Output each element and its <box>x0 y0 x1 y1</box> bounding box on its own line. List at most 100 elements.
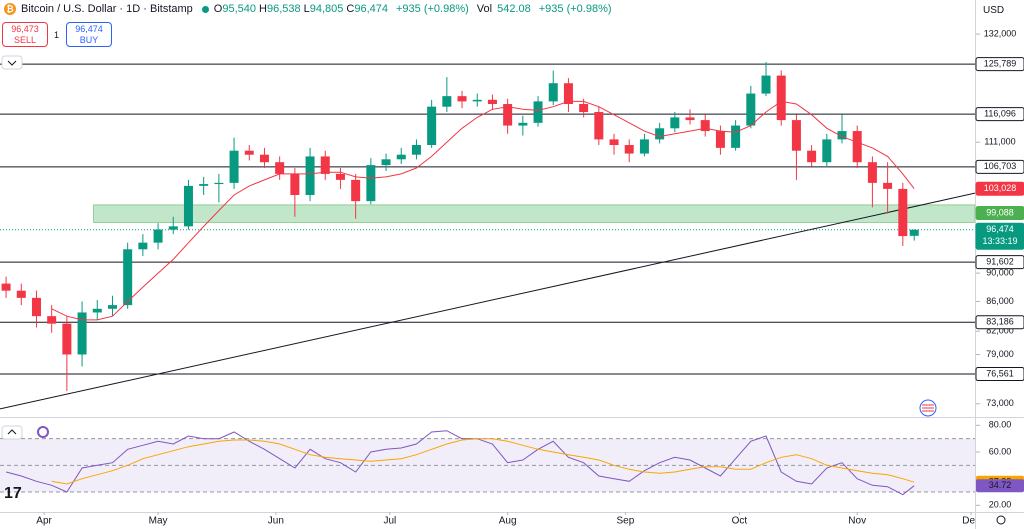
candle-body <box>199 184 209 186</box>
y-tick-label: 82,000 <box>986 326 1014 336</box>
candle-body <box>457 96 467 102</box>
price-axis: 132,000 111,000 90,000 86,000 82,000 79,000 73… <box>975 28 1024 510</box>
sell-button[interactable]: 96,473 SELL <box>2 22 48 47</box>
candle-body <box>381 159 391 166</box>
price-badge-label: 83,186 <box>986 317 1014 327</box>
rsi-badge-label: 34.72 <box>989 480 1012 490</box>
price-badge-label: 103,028 <box>984 183 1017 193</box>
market-status <box>201 5 209 13</box>
candle-body <box>320 156 330 174</box>
x-tick-label: Aug <box>499 516 517 527</box>
x-tick-label: Jun <box>268 516 284 527</box>
settings-icon[interactable] <box>996 515 1006 525</box>
y-tick-label: 111,000 <box>984 137 1015 147</box>
flag-stripes <box>922 404 934 412</box>
price-badge <box>975 159 1024 174</box>
candle-body <box>335 173 345 180</box>
ohlc-value: 94,805 <box>309 3 344 15</box>
ohlc-key: L <box>303 3 310 15</box>
tv-logo: 17 <box>4 485 22 502</box>
ohlc-readout: O95,540 H96,538 L94,805 C96,474 <box>214 3 391 15</box>
change: +935 (+0.98%) <box>396 3 469 15</box>
candle-body <box>62 323 72 355</box>
candle-body <box>624 145 634 154</box>
candle-body <box>548 83 558 102</box>
candle-body <box>31 297 41 317</box>
price-badge <box>975 107 1024 122</box>
price-badge-label: 91,602 <box>986 256 1014 266</box>
price-badge <box>975 367 1024 382</box>
ohlc-key: O <box>213 3 223 15</box>
rsi-tick-label: 60.00 <box>989 446 1012 456</box>
candle-body <box>715 131 725 148</box>
x-tick-label: May <box>149 516 168 527</box>
chevron-icon <box>7 60 17 66</box>
y-tick-label: 132,000 <box>984 28 1017 38</box>
buy-price: 96,474 <box>75 24 103 34</box>
candle-body <box>183 185 193 227</box>
price-badge <box>975 255 1024 270</box>
ohlc-key: H <box>259 3 267 15</box>
buy-button[interactable]: 96,474 BUY <box>66 22 112 47</box>
sell-label: SELL <box>13 35 37 45</box>
volume: 542.08 <box>497 3 531 15</box>
price-badge-label: 106,703 <box>984 161 1017 171</box>
candle-body <box>685 117 695 121</box>
rsi-settings-icon[interactable] <box>37 426 49 438</box>
candle-body <box>138 242 148 250</box>
rsi-badge <box>976 479 1024 493</box>
candle-body <box>898 188 908 237</box>
volume-key: Vol <box>476 3 493 15</box>
spread: 1 <box>54 30 60 40</box>
ohlc-value: 96,538 <box>266 3 301 15</box>
support-zone <box>92 204 975 224</box>
candle-body <box>259 154 269 163</box>
candle-body <box>92 308 102 313</box>
candle-body <box>427 106 437 146</box>
price-badge-label: 116,096 <box>984 109 1016 119</box>
candle-body <box>837 131 847 140</box>
chevron-icon <box>7 429 17 435</box>
candle-body <box>305 156 315 195</box>
candle-body <box>639 139 649 154</box>
ohlc-value: 95,540 <box>222 3 256 15</box>
candle-body <box>670 117 680 129</box>
price-badge <box>975 315 1024 330</box>
coin-icon: ₿ <box>4 3 16 15</box>
candle-body <box>909 229 919 236</box>
rsi-collapse-button[interactable] <box>1 425 23 440</box>
buy-label: BUY <box>79 35 99 45</box>
price-badge-label: 99,088 <box>986 207 1014 217</box>
candle-body <box>168 226 178 230</box>
y-tick-label: 73,000 <box>986 398 1014 408</box>
rsi-line <box>51 438 915 485</box>
candle-body <box>366 165 376 202</box>
volume-change: +935 (+0.98%) <box>538 3 612 15</box>
candle-body <box>123 249 133 306</box>
price-badge <box>975 222 1024 250</box>
price-badge-label: 96,474 <box>986 224 1014 234</box>
candle-body <box>563 83 573 105</box>
candle-body <box>47 316 57 324</box>
candle-body <box>487 99 497 105</box>
price-badge <box>975 206 1024 221</box>
symbol-header: ₿ Bitcoin / U.S. Dollar · 1D · Bitstamp … <box>4 3 615 15</box>
candle-body <box>472 99 482 102</box>
ohlc-value: 96,474 <box>354 3 388 15</box>
candle-body <box>442 96 452 107</box>
candle-body <box>883 182 893 189</box>
x-tick-label: Jul <box>383 516 396 527</box>
candle-body <box>77 312 87 355</box>
price-badge-time: 13:33:19 <box>982 236 1017 246</box>
collapse-button[interactable] <box>1 55 23 70</box>
candle-body <box>396 154 406 160</box>
candle-body <box>1 283 11 291</box>
candle-body <box>700 120 710 132</box>
candle-body <box>655 128 665 140</box>
moving-average <box>51 100 915 321</box>
plot-area: Apr May Jun Jul Aug Sep Oct Nov Dec <box>0 62 975 527</box>
y-tick-label: 86,000 <box>986 296 1014 306</box>
candle-body <box>214 182 224 185</box>
rsi-tick-label: 80.00 <box>989 420 1012 430</box>
candle-body <box>579 104 589 113</box>
